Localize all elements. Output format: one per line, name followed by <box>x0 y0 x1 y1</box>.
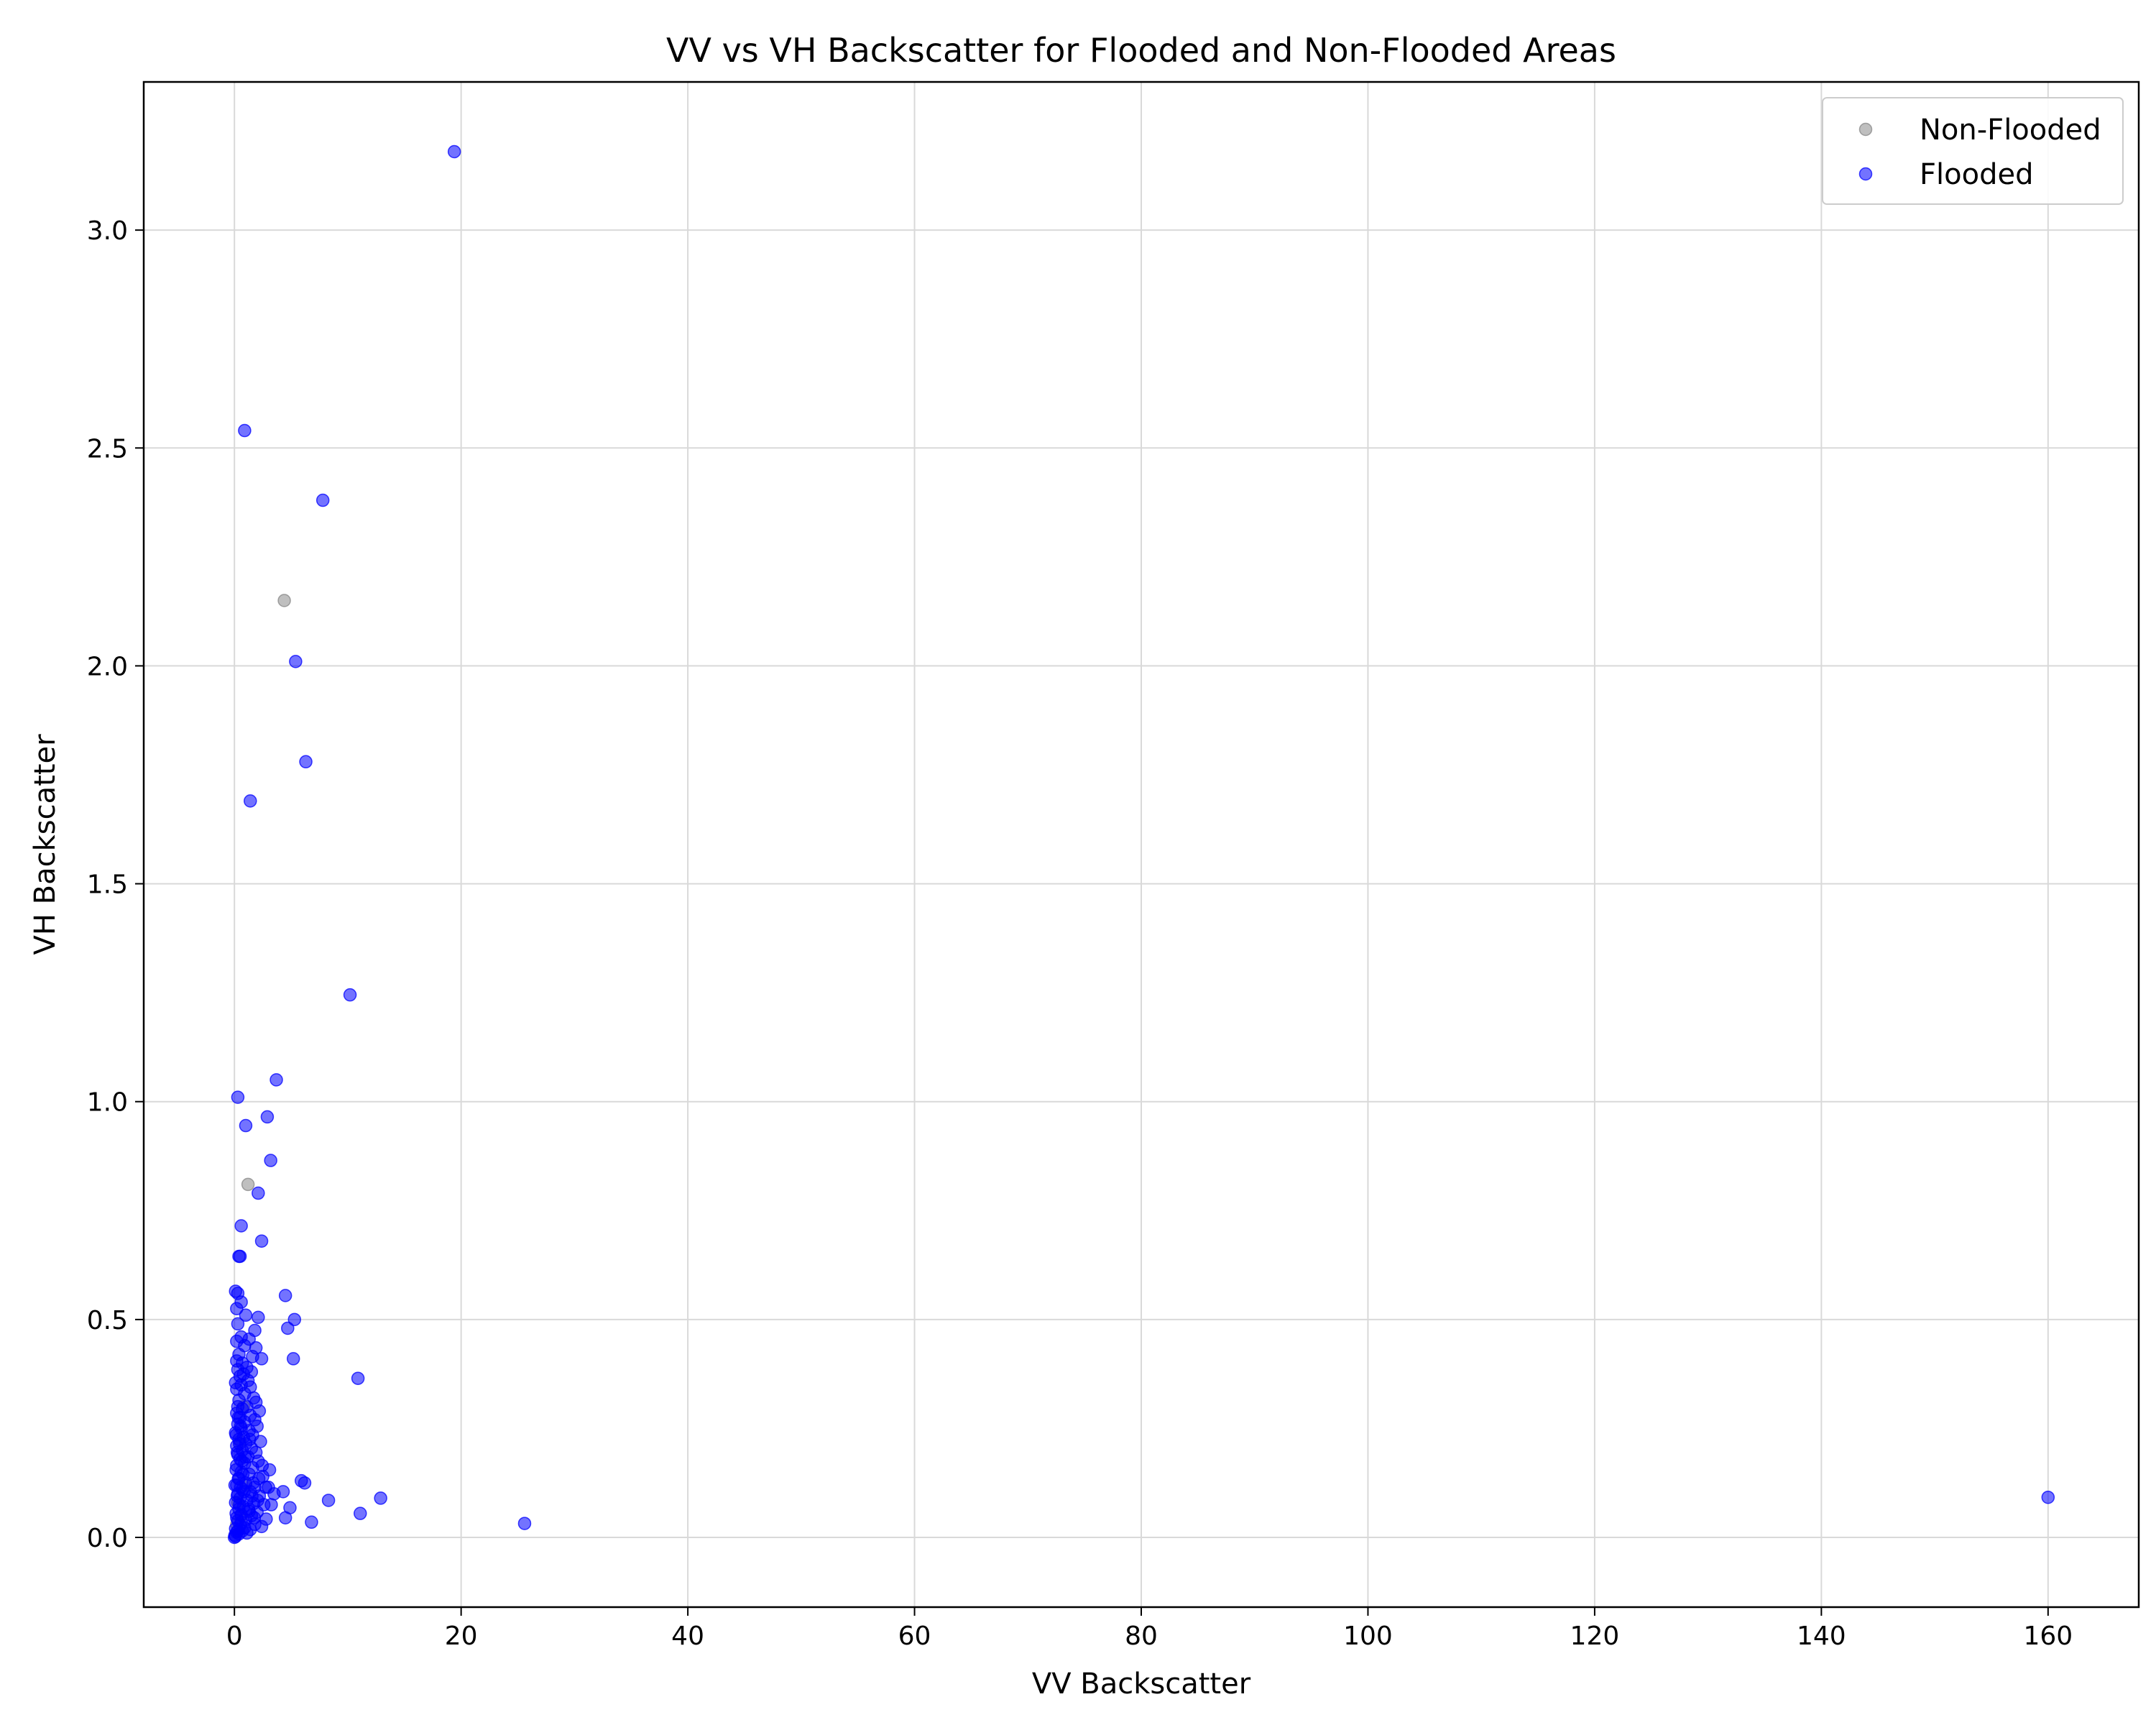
data-point <box>259 1481 272 1494</box>
data-point <box>252 1186 265 1200</box>
y-tick-label: 0.0 <box>87 1524 128 1553</box>
data-point <box>264 1498 278 1512</box>
data-point <box>247 1511 262 1524</box>
data-point <box>374 1491 387 1505</box>
chart-title: VV vs VH Backscatter for Flooded and Non… <box>666 31 1616 70</box>
data-point <box>238 423 252 438</box>
legend-label: Non-Flooded <box>1920 114 2101 147</box>
legend-marker <box>1858 122 1873 137</box>
y-tick-label: 1.0 <box>87 1088 128 1118</box>
x-tick-label: 20 <box>445 1622 478 1651</box>
x-tick-label: 0 <box>226 1622 243 1651</box>
x-tick-label: 80 <box>1125 1622 1158 1651</box>
data-point <box>238 1450 252 1464</box>
data-point <box>244 794 257 808</box>
data-point <box>278 1289 292 1302</box>
data-points <box>227 144 2055 1545</box>
y-tick-label: 2.5 <box>87 434 128 464</box>
x-tick-label: 40 <box>671 1622 704 1651</box>
data-point <box>230 1302 244 1315</box>
data-point <box>447 144 461 159</box>
x-axis-label: VV Backscatter <box>1032 1668 1251 1701</box>
data-point <box>321 1494 336 1507</box>
y-tick-label: 0.5 <box>87 1306 128 1335</box>
data-point <box>298 1476 312 1490</box>
data-point <box>243 1432 257 1446</box>
x-tick-label: 140 <box>1797 1622 1846 1651</box>
data-point <box>2041 1490 2055 1504</box>
data-point <box>343 988 357 1002</box>
data-point <box>231 1411 245 1425</box>
data-point <box>305 1515 318 1530</box>
y-axis-ticks: 0.0 0.5 1.0 1.5 2.0 2.5 3.0 <box>87 216 144 1553</box>
x-tick-label: 120 <box>1570 1622 1620 1651</box>
data-point <box>287 1312 302 1327</box>
y-tick-label: 3.0 <box>87 216 128 246</box>
data-point <box>281 1321 295 1335</box>
data-point <box>233 1249 247 1264</box>
legend-marker <box>1858 167 1873 181</box>
data-point <box>354 1506 367 1520</box>
data-point <box>231 1317 245 1331</box>
data-point <box>260 1110 275 1124</box>
data-point <box>245 1489 259 1503</box>
data-point <box>254 1352 269 1366</box>
data-point <box>270 1073 283 1087</box>
data-point <box>315 493 330 507</box>
data-point <box>252 1471 266 1486</box>
data-point <box>239 1308 253 1322</box>
data-point <box>255 1458 270 1473</box>
x-tick-label: 60 <box>898 1622 931 1651</box>
data-point <box>239 1118 253 1133</box>
grid-lines <box>144 82 2139 1607</box>
data-point <box>228 1478 242 1492</box>
x-tick-label: 160 <box>2023 1622 2073 1651</box>
y-tick-label: 2.0 <box>87 652 128 681</box>
data-point <box>254 1234 269 1248</box>
data-point <box>299 755 313 769</box>
data-point <box>234 1219 248 1233</box>
legend: Non-Flooded Flooded <box>1822 97 2124 205</box>
data-point <box>286 1352 300 1366</box>
data-point <box>231 1090 245 1104</box>
y-tick-label: 1.5 <box>87 870 128 900</box>
data-point <box>264 1154 277 1167</box>
x-axis-ticks: 0 20 40 60 80 100 120 140 160 <box>226 1607 2073 1651</box>
data-point <box>289 655 303 668</box>
x-tick-label: 100 <box>1343 1622 1393 1651</box>
data-point <box>351 1371 365 1385</box>
data-point <box>278 1511 292 1524</box>
series-flooded <box>227 144 2055 1545</box>
data-point <box>236 1467 250 1481</box>
y-axis-label: VH Backscatter <box>29 734 62 955</box>
data-point <box>517 1517 532 1530</box>
legend-label: Flooded <box>1920 158 2033 191</box>
legend-box <box>1822 97 2124 205</box>
data-point <box>277 594 291 607</box>
data-point <box>241 1177 255 1192</box>
data-point <box>252 1310 265 1325</box>
